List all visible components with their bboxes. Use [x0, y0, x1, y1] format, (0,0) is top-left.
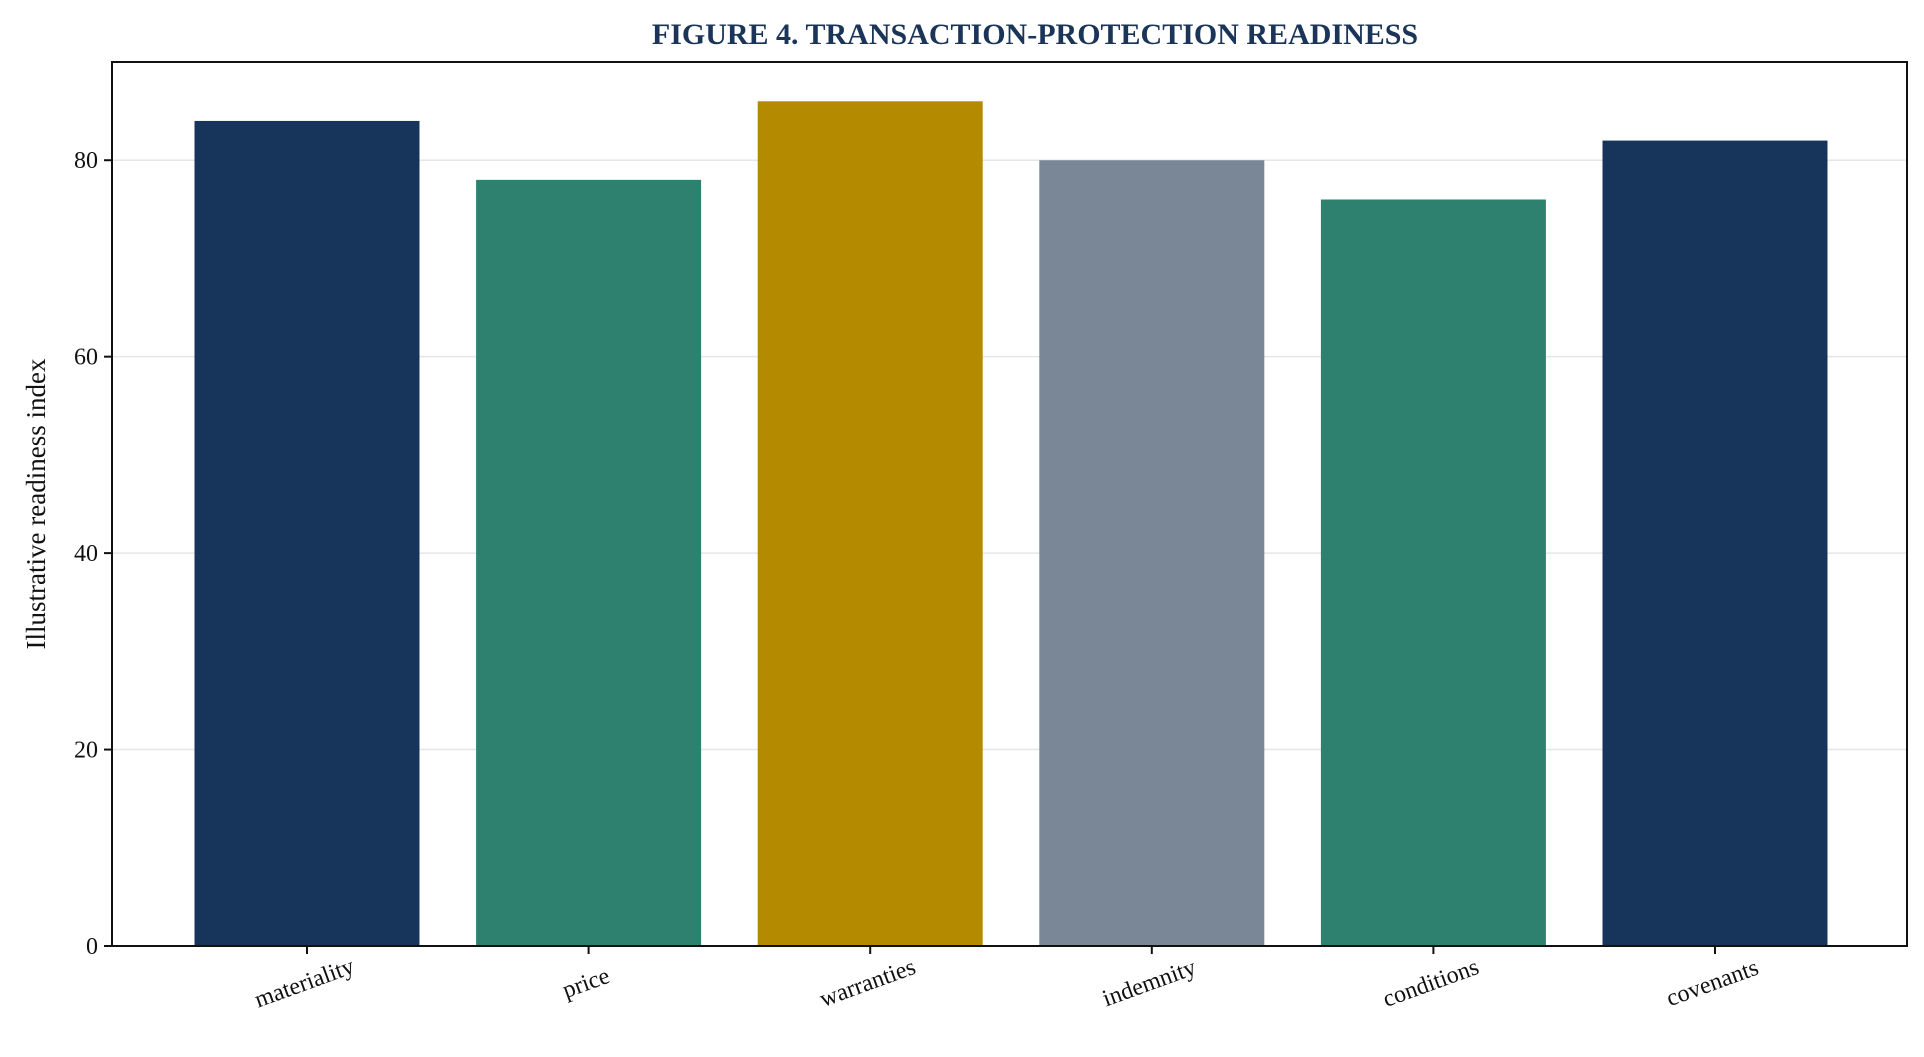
y-tick-label-80: 80	[74, 148, 98, 174]
y-axis-ticks: 0 20 40 60 80	[74, 148, 112, 960]
bar-conditions	[1320, 199, 1546, 946]
x-tick-label-covenants: covenants	[1663, 955, 1762, 1012]
bar-warranties	[757, 101, 983, 947]
x-tick-label-conditions: conditions	[1380, 954, 1483, 1013]
bar-price	[476, 179, 702, 946]
x-axis-ticks: materiality price warranties indemnity condi…	[251, 946, 1762, 1013]
plot-frame	[111, 61, 1908, 947]
bar-series	[194, 101, 1828, 947]
x-tick-label-indemnity: indemnity	[1099, 955, 1199, 1013]
bar-covenants	[1602, 140, 1828, 947]
bar-indemnity	[1039, 160, 1265, 946]
y-tick-label-20: 20	[74, 738, 98, 764]
y-tick-label-60: 60	[74, 345, 98, 371]
x-tick-label-warranties: warranties	[816, 954, 919, 1013]
bar-materiality	[194, 120, 420, 946]
x-tick-label-price: price	[559, 963, 613, 1004]
x-tick-label-materiality: materiality	[251, 953, 358, 1013]
y-tick-label-40: 40	[74, 541, 98, 567]
y-axis-label: Illustrative readiness index	[21, 358, 51, 649]
y-tick-label-0: 0	[86, 934, 98, 960]
chart-title: FIGURE 4. TRANSACTION-PROTECTION READINE…	[652, 18, 1418, 51]
